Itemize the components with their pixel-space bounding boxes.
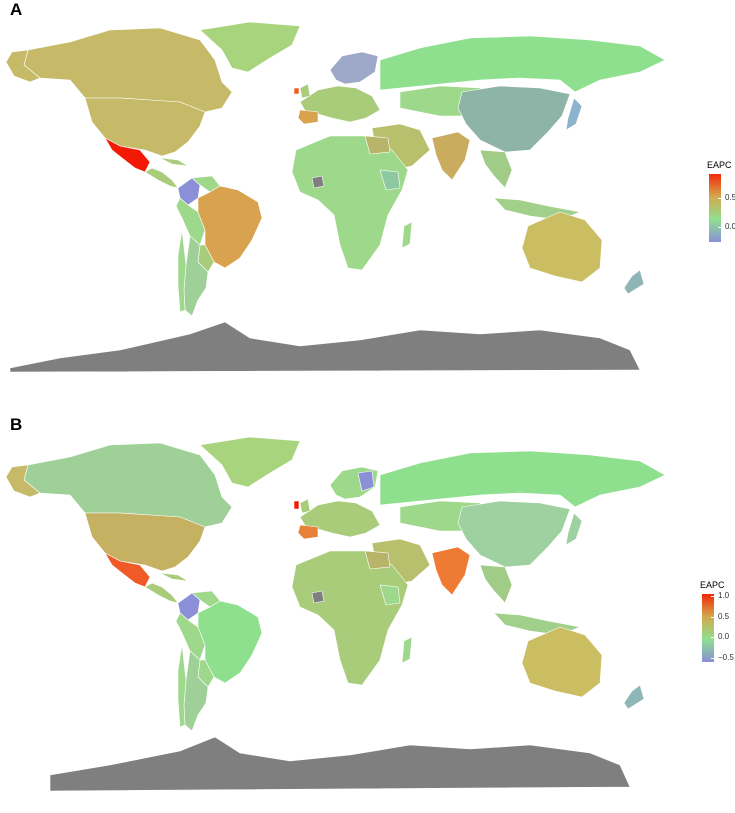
southeast-asia: [479, 149, 513, 189]
egypt: [364, 135, 391, 155]
legend-tick-mark: [711, 616, 714, 618]
china: [457, 85, 571, 153]
chile: [177, 229, 187, 313]
egypt: [364, 550, 391, 570]
legend-tick-label: 0.0: [725, 222, 735, 232]
legend-tick-label: 0.5: [718, 611, 730, 621]
legend-tick-label: −0.5: [718, 652, 734, 662]
africa: [291, 135, 409, 271]
world-map-b: [5, 436, 666, 792]
russia: [379, 450, 666, 508]
madagascar: [401, 221, 413, 249]
legend-tick-mark: [711, 657, 714, 659]
africa: [291, 550, 409, 686]
finland: [357, 470, 375, 492]
legend-tick-label: 0.5: [725, 192, 735, 202]
legend-title-b: EAPC: [700, 580, 725, 590]
legend-title-a: EAPC: [707, 160, 732, 170]
alaska: [5, 49, 41, 83]
australia: [521, 211, 603, 283]
japan: [565, 512, 583, 546]
panel-a: A: [0, 0, 735, 398]
new-zealand: [623, 269, 645, 295]
india: [431, 546, 471, 596]
central-america: [144, 167, 179, 189]
australia: [521, 626, 603, 698]
ghana: [311, 175, 325, 189]
chile: [177, 644, 187, 728]
legend-colorbar-a: [709, 174, 721, 242]
ghana: [311, 590, 325, 604]
legend-b: EAPC 1.0 0.5 0.0 −0.5: [700, 580, 735, 670]
legend-colorbar-b: [702, 594, 714, 662]
spain: [297, 524, 319, 540]
legend-tick-label: 1.0: [718, 591, 730, 601]
uk: [299, 498, 311, 514]
southeast-asia: [479, 564, 513, 604]
ethiopia: [379, 584, 401, 606]
antarctica: [49, 736, 631, 792]
spain: [297, 109, 319, 125]
ireland: [293, 87, 300, 95]
india: [431, 131, 471, 181]
canada: [23, 442, 233, 528]
legend-tick-mark: [718, 227, 721, 229]
usa: [84, 512, 206, 572]
legend-a: EAPC 0.5 0.0: [707, 160, 735, 250]
russia: [379, 35, 666, 93]
legend-tick-mark: [711, 637, 714, 639]
legend-tick-mark: [718, 197, 721, 199]
uk: [299, 83, 311, 99]
panel-b: B: [0, 415, 735, 813]
legend-tick-label: 0.0: [718, 632, 730, 642]
new-zealand: [623, 684, 645, 710]
greenland: [199, 21, 301, 73]
panel-label-a: A: [10, 0, 23, 19]
china: [457, 500, 571, 568]
usa: [84, 97, 206, 157]
legend-tick-mark: [711, 596, 714, 598]
panel-label-b: B: [10, 415, 23, 434]
canada: [23, 27, 233, 113]
brazil: [197, 600, 263, 684]
ethiopia: [379, 169, 401, 191]
greenland: [199, 436, 301, 488]
cuba: [159, 157, 189, 167]
cuba: [159, 572, 189, 582]
ireland: [293, 500, 300, 510]
madagascar: [401, 636, 413, 664]
brazil: [197, 185, 263, 269]
antarctica: [9, 321, 641, 373]
central-america: [144, 582, 179, 604]
scandinavia: [329, 51, 379, 85]
alaska: [5, 464, 41, 498]
world-map-a: [5, 21, 666, 373]
japan: [565, 97, 583, 131]
